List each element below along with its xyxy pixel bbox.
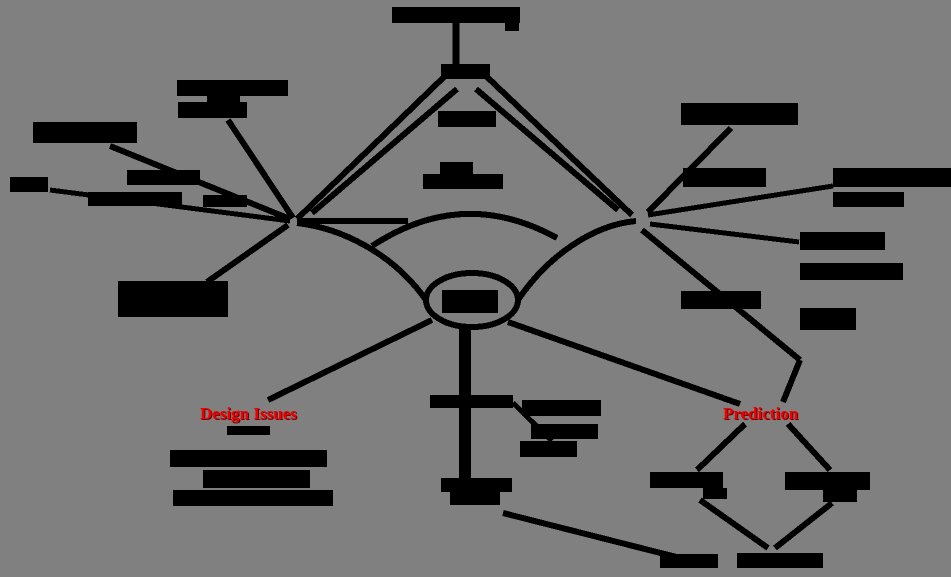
illegible-label-blob	[170, 450, 327, 467]
connector-curve	[296, 220, 429, 302]
illegible-label-blob	[650, 472, 723, 488]
illegible-label-blob	[227, 426, 270, 435]
illegible-label-blob	[703, 488, 727, 499]
illegible-label-blob	[127, 170, 200, 185]
connector-line	[310, 86, 459, 216]
connector-line	[507, 319, 741, 407]
connector-curve	[370, 210, 559, 249]
illegible-label-blob	[33, 122, 137, 143]
connector-line	[773, 500, 834, 551]
illegible-label-blob	[438, 111, 496, 127]
illegible-label-blob	[88, 192, 182, 206]
illegible-label-blob	[681, 103, 798, 125]
connector-line	[225, 118, 296, 220]
illegible-label-blob	[203, 195, 247, 207]
illegible-label-blob	[785, 472, 870, 490]
illegible-label-blob	[522, 400, 601, 416]
design-issues-label: Design Issues	[200, 404, 297, 423]
illegible-label-blob	[800, 308, 856, 330]
illegible-label-blob	[737, 553, 823, 568]
illegible-label-blob	[203, 470, 310, 488]
connector-line	[780, 358, 803, 404]
connector-line	[205, 222, 290, 285]
illegible-label-blob	[800, 232, 885, 250]
illegible-label-blob	[118, 281, 228, 317]
central-node-ellipse	[423, 270, 521, 330]
connector-line	[647, 183, 834, 218]
connector-line	[785, 421, 833, 473]
illegible-label-blob	[423, 174, 503, 189]
illegible-label-blob	[441, 64, 490, 79]
illegible-label-blob	[681, 291, 761, 309]
illegible-label-blob	[450, 492, 500, 505]
central-node-text-blob	[442, 290, 498, 313]
illegible-label-blob	[505, 21, 519, 31]
connector-line	[698, 497, 770, 551]
illegible-label-blob	[520, 441, 577, 457]
illegible-label-blob	[177, 80, 288, 96]
connector-curve	[515, 218, 637, 302]
prediction-label: Prediction	[723, 404, 799, 423]
illegible-label-blob	[430, 395, 513, 408]
illegible-label-blob	[178, 102, 247, 118]
illegible-label-blob	[823, 490, 857, 502]
connector-line	[649, 221, 800, 245]
illegible-label-blob	[173, 490, 333, 506]
connector-line	[294, 73, 448, 222]
illegible-label-blob	[392, 7, 520, 23]
illegible-label-blob	[10, 177, 48, 192]
illegible-label-blob	[683, 168, 766, 187]
illegible-label-blob	[833, 168, 951, 187]
illegible-label-blob	[833, 192, 904, 207]
illegible-label-blob	[531, 424, 598, 439]
illegible-label-blob	[441, 478, 512, 492]
connector-line	[266, 317, 434, 403]
connector-line	[483, 73, 635, 218]
illegible-label-blob	[800, 263, 903, 280]
illegible-label-blob	[660, 554, 718, 568]
illegible-label-blob	[440, 162, 473, 174]
connector-line	[474, 86, 620, 213]
illegible-label-blob	[207, 94, 240, 103]
connector-line	[694, 421, 748, 473]
